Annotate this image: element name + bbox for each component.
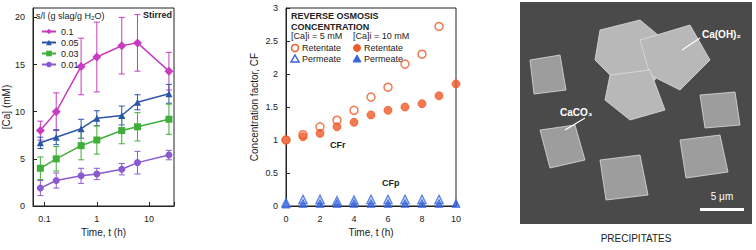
svg-text:1: 1: [94, 214, 99, 224]
svg-text:20: 20: [15, 12, 25, 22]
svg-text:10: 10: [15, 107, 25, 117]
svg-text:0: 0: [283, 214, 288, 224]
svg-text:0.03: 0.03: [61, 49, 79, 59]
svg-text:PRECIPITATES: PRECIPITATES: [601, 233, 672, 244]
svg-text:CaCO₃: CaCO₃: [560, 107, 593, 118]
svg-text:[Ca]i = 5 mM: [Ca]i = 5 mM: [291, 31, 342, 41]
svg-text:2: 2: [317, 214, 322, 224]
svg-text:0.01: 0.01: [61, 60, 79, 70]
svg-text:10: 10: [451, 214, 461, 224]
svg-text:Time, t (h): Time, t (h): [348, 227, 393, 238]
svg-text:0.1: 0.1: [38, 214, 51, 224]
svg-text:[Ca] (mM): [Ca] (mM): [1, 85, 12, 129]
svg-text:REVERSE OSMOSIS: REVERSE OSMOSIS: [291, 11, 381, 21]
svg-text:10: 10: [144, 214, 154, 224]
svg-text:Retentate: Retentate: [302, 43, 341, 53]
svg-text:15: 15: [15, 60, 25, 70]
svg-text:1: 1: [273, 135, 278, 145]
svg-text:1.5: 1.5: [265, 102, 278, 112]
svg-text:Retentate: Retentate: [364, 43, 403, 53]
svg-text:3: 3: [273, 3, 278, 13]
svg-text:0: 0: [273, 201, 278, 211]
svg-text:6: 6: [385, 214, 390, 224]
svg-text:0.1: 0.1: [61, 27, 74, 37]
svg-text:5: 5: [20, 154, 25, 164]
svg-text:0.05: 0.05: [61, 38, 79, 48]
svg-text:0: 0: [20, 201, 25, 211]
svg-text:CFr: CFr: [330, 140, 346, 150]
svg-text:CFp: CFp: [382, 178, 400, 188]
svg-text:Stirred: Stirred: [143, 10, 172, 20]
svg-text:s/l (g slag/g H₂O): s/l (g slag/g H₂O): [36, 11, 105, 21]
svg-text:2: 2: [273, 69, 278, 79]
svg-text:[Ca]i = 10 mM: [Ca]i = 10 mM: [353, 31, 409, 41]
svg-text:Concentration factor, CF: Concentration factor, CF: [249, 53, 260, 161]
svg-text:4: 4: [351, 214, 356, 224]
svg-text:0.5: 0.5: [265, 168, 278, 178]
svg-text:2.5: 2.5: [265, 36, 278, 46]
svg-text:CONCENTRATION: CONCENTRATION: [291, 22, 369, 32]
svg-text:Permeate: Permeate: [364, 54, 403, 64]
svg-text:Ca(OH)₂: Ca(OH)₂: [702, 29, 741, 40]
svg-text:Time, t (h): Time, t (h): [81, 227, 126, 238]
svg-text:5 μm: 5 μm: [711, 191, 733, 202]
svg-text:8: 8: [419, 214, 424, 224]
svg-text:Permeate: Permeate: [302, 54, 341, 64]
